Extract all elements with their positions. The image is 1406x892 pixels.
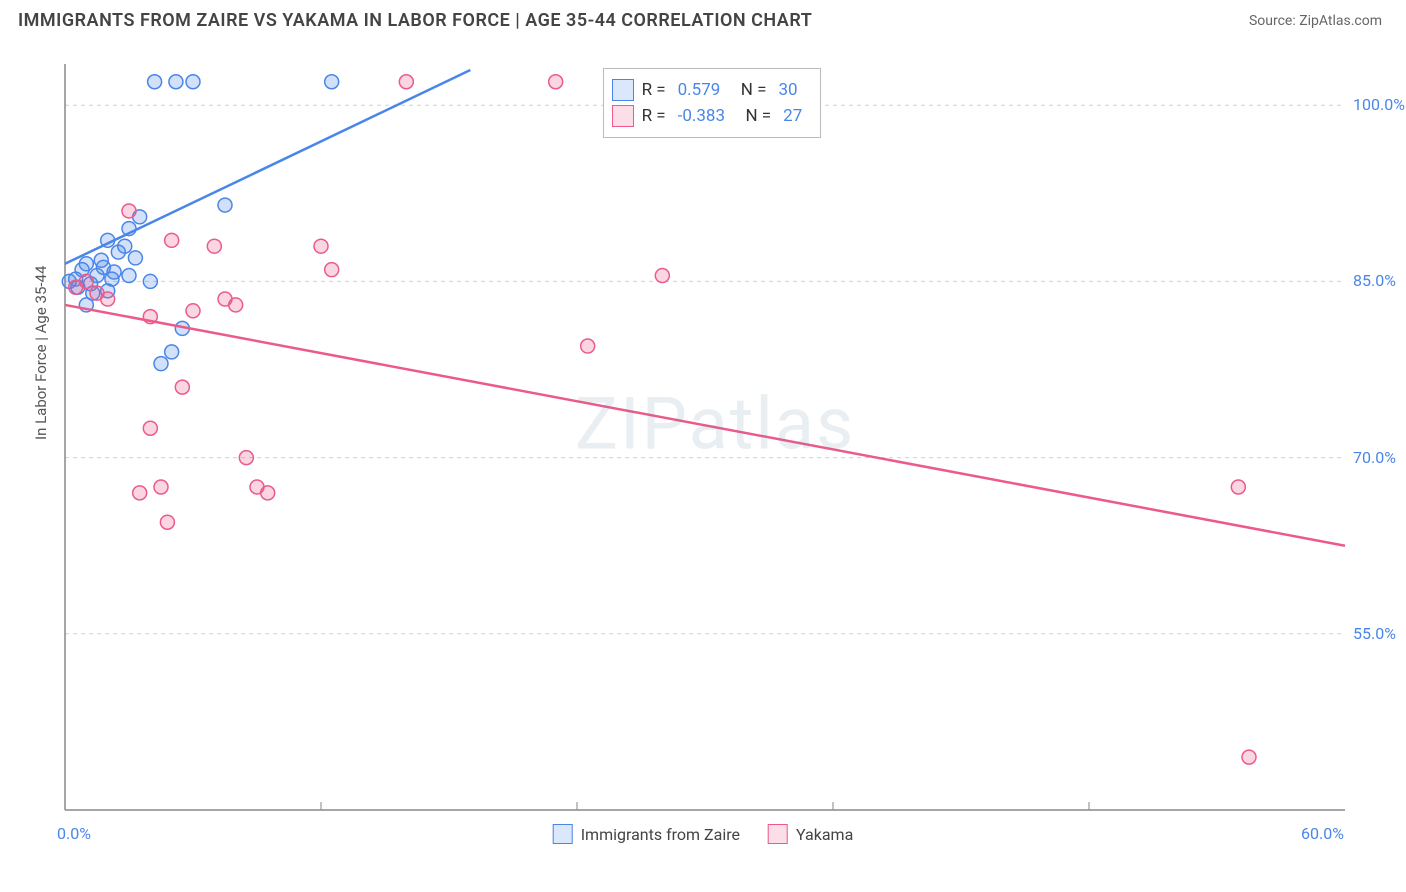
r-label: R = <box>642 80 666 100</box>
n-label: N = <box>732 80 766 100</box>
correlation-chart: In Labor Force | Age 35-44 ZIPatlas R =0… <box>45 50 1385 830</box>
series-legend: Immigrants from Zaire Yakama <box>553 824 854 844</box>
source-label: Source: ZipAtlas.com <box>1249 13 1382 29</box>
legend-swatch <box>768 824 788 844</box>
y-axis-label: In Labor Force | Age 35-44 <box>32 266 50 440</box>
r-label: R = <box>642 106 666 126</box>
chart-svg <box>45 50 1385 830</box>
legend-item-yakama: Yakama <box>768 824 853 844</box>
r-value: 0.579 <box>678 80 721 100</box>
legend-label: Immigrants from Zaire <box>581 825 740 844</box>
page-title: IMMIGRANTS FROM ZAIRE VS YAKAMA IN LABOR… <box>18 10 812 31</box>
y-tick-label: 85.0% <box>1353 271 1385 290</box>
legend-swatch <box>553 824 573 844</box>
legend-swatch <box>612 79 634 101</box>
n-label: N = <box>737 106 771 126</box>
legend-row-zaire: R = 0.579 N = 30 <box>612 79 807 101</box>
legend-row-yakama: R = -0.383 N = 27 <box>612 105 807 127</box>
r-value: -0.383 <box>678 106 725 126</box>
x-tick-label: 0.0% <box>57 824 91 843</box>
legend-label: Yakama <box>796 825 853 844</box>
x-tick-label: 60.0% <box>1301 824 1344 843</box>
correlation-legend: R = 0.579 N = 30 R = -0.383 N = 27 <box>603 68 822 138</box>
y-tick-label: 55.0% <box>1353 624 1385 643</box>
legend-swatch <box>612 105 634 127</box>
n-value: 30 <box>778 80 797 100</box>
n-value: 27 <box>783 106 802 126</box>
y-tick-label: 100.0% <box>1353 95 1385 114</box>
y-tick-label: 70.0% <box>1353 448 1385 467</box>
legend-item-zaire: Immigrants from Zaire <box>553 824 740 844</box>
